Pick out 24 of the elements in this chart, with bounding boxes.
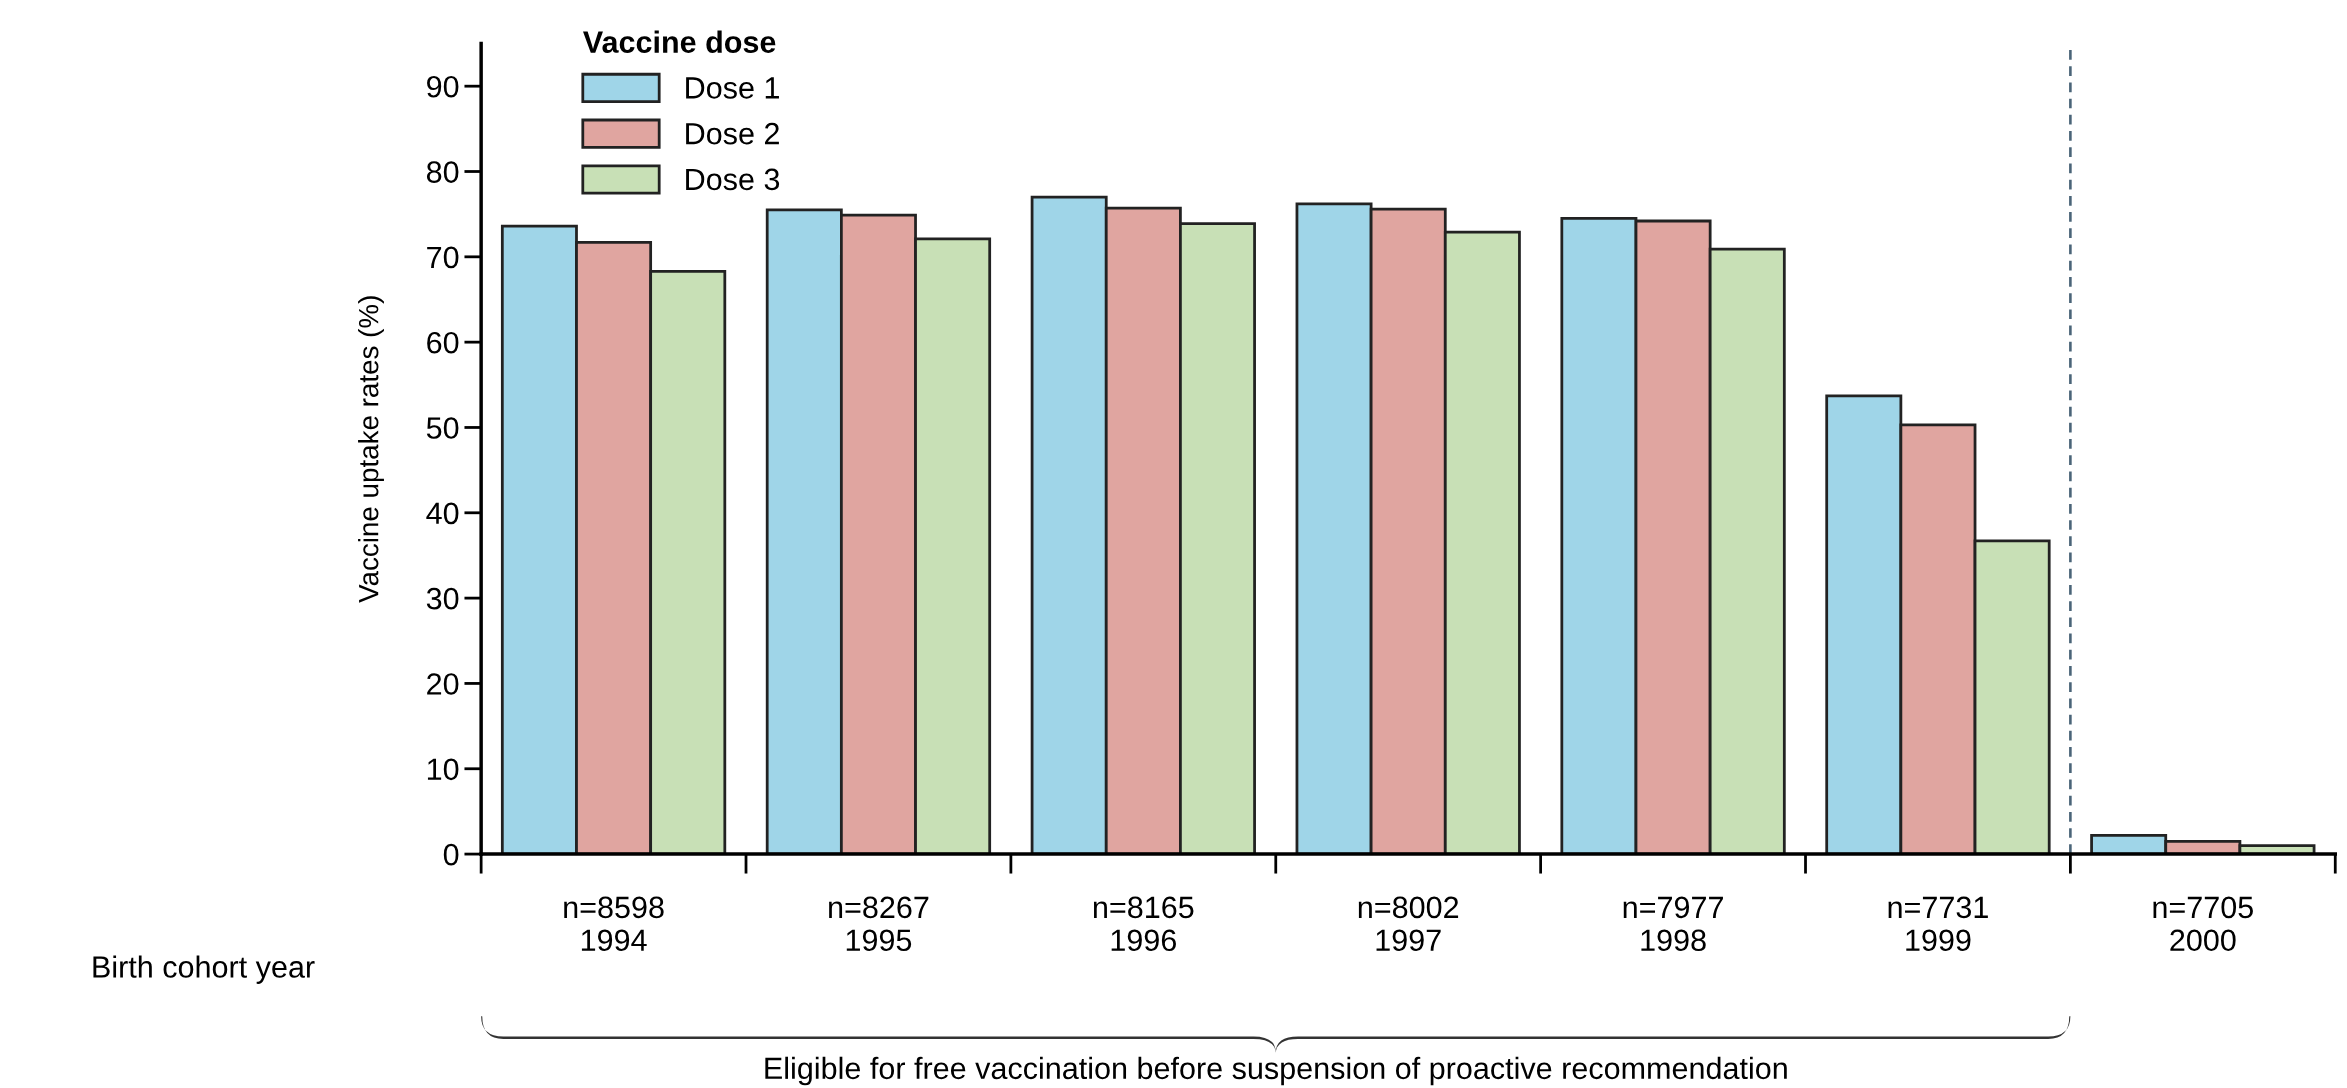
- x-tick-label: n=7977 1998: [1623, 896, 1723, 952]
- y-tick-label: 40: [426, 502, 459, 525]
- legend-label: Dose 2: [686, 122, 779, 145]
- text: Eligible for free vaccination before suspension of proactive recommendation: [765, 1056, 1787, 1086]
- y-tick-label: 50: [426, 417, 459, 439]
- y-tick-label: 30: [426, 587, 459, 610]
- y-tick-label: 20: [427, 673, 459, 695]
- y-tick-label: 70: [427, 246, 459, 269]
- x-tick-label: n=8598 1994: [564, 896, 664, 952]
- x-tick-label: n=8002 1997: [1358, 896, 1459, 952]
- legend-label: Dose 3: [686, 168, 780, 191]
- x-axis-title: Birth cohort year: [93, 955, 315, 984]
- y-tick-label: 0: [443, 843, 459, 866]
- x-tick-label: n=8267 1995: [829, 896, 929, 952]
- y-tick-label: 80: [426, 161, 459, 183]
- legend-title: Vaccine dose: [583, 30, 776, 53]
- x-tick-label: n=8165 1996: [1093, 896, 1194, 952]
- y-tick-label: 60: [427, 331, 459, 354]
- y-axis-title: Vaccine uptake rates (%): [358, 296, 384, 603]
- x-tick-label: n=7705 2000: [2153, 896, 2253, 952]
- y-tick-label: 90: [427, 75, 459, 98]
- legend-label: Dose 1: [686, 77, 779, 99]
- y-tick-label: 10: [427, 758, 459, 781]
- x-tick-label: n=7731 1999: [1888, 896, 1988, 952]
